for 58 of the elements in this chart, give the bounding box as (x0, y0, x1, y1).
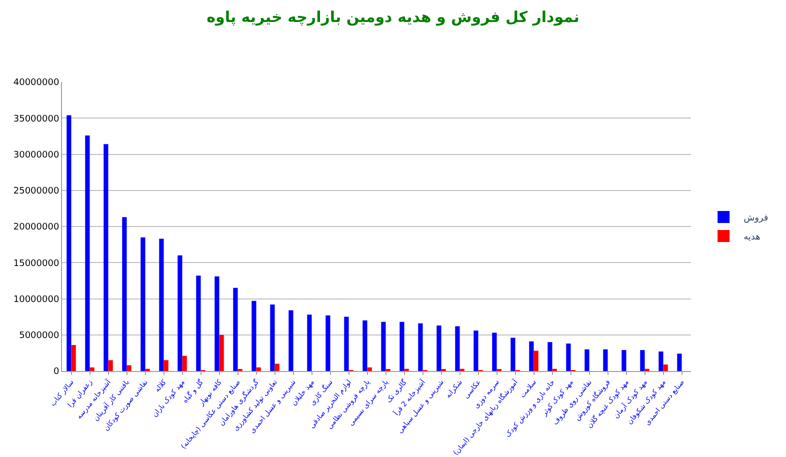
y-tick-label: 25000000 (13, 186, 60, 197)
y-tick-label: 15000000 (13, 258, 60, 269)
bar (219, 334, 224, 371)
bar (288, 310, 294, 371)
bar (534, 350, 538, 371)
bar (663, 364, 668, 371)
bar (344, 316, 349, 371)
bar (182, 356, 187, 371)
bar (381, 322, 386, 371)
bar (66, 115, 72, 371)
bar (108, 360, 113, 371)
y-tick-label: 10000000 (13, 294, 60, 305)
bar (214, 276, 220, 371)
legend-label: هدیه (744, 232, 761, 243)
bar (566, 344, 571, 371)
bar (658, 351, 664, 371)
bar (126, 365, 132, 371)
bar (436, 325, 442, 371)
bar (492, 332, 497, 371)
bar (455, 326, 460, 371)
y-tick-label: 35000000 (13, 114, 60, 124)
bar (603, 349, 608, 371)
bar (367, 367, 372, 371)
bar (90, 367, 94, 371)
bar (122, 217, 127, 371)
bar (274, 364, 280, 371)
bar (307, 314, 312, 371)
bar (677, 354, 682, 371)
chart-title: نمودار کل فروش و هدیه دومین بازارچه خیریه پاوه (206, 8, 580, 26)
bar (178, 255, 182, 371)
bar (474, 330, 478, 371)
bar (400, 322, 404, 371)
bar (256, 367, 261, 371)
bar (159, 238, 164, 371)
bar (104, 144, 108, 371)
bar (418, 323, 423, 371)
bar (252, 300, 256, 371)
bar (622, 350, 626, 371)
legend-label: فروش (744, 214, 768, 224)
bar (196, 276, 201, 371)
bar (326, 315, 330, 371)
bar (85, 135, 90, 371)
bar (510, 338, 516, 371)
bar (140, 237, 146, 371)
bar (71, 344, 76, 371)
y-tick-label: 20000000 (13, 222, 60, 233)
bar (548, 342, 552, 371)
bar (584, 349, 590, 371)
bar (640, 350, 645, 371)
bar (529, 341, 534, 371)
y-tick-label: 0 (53, 367, 60, 378)
y-tick-label: 30000000 (13, 150, 60, 160)
bar (164, 360, 168, 371)
bar (362, 320, 368, 371)
y-tick-label: 5000000 (19, 331, 60, 342)
bar (270, 304, 275, 371)
y-tick-label: 40000000 (13, 78, 60, 88)
bar (233, 288, 238, 371)
